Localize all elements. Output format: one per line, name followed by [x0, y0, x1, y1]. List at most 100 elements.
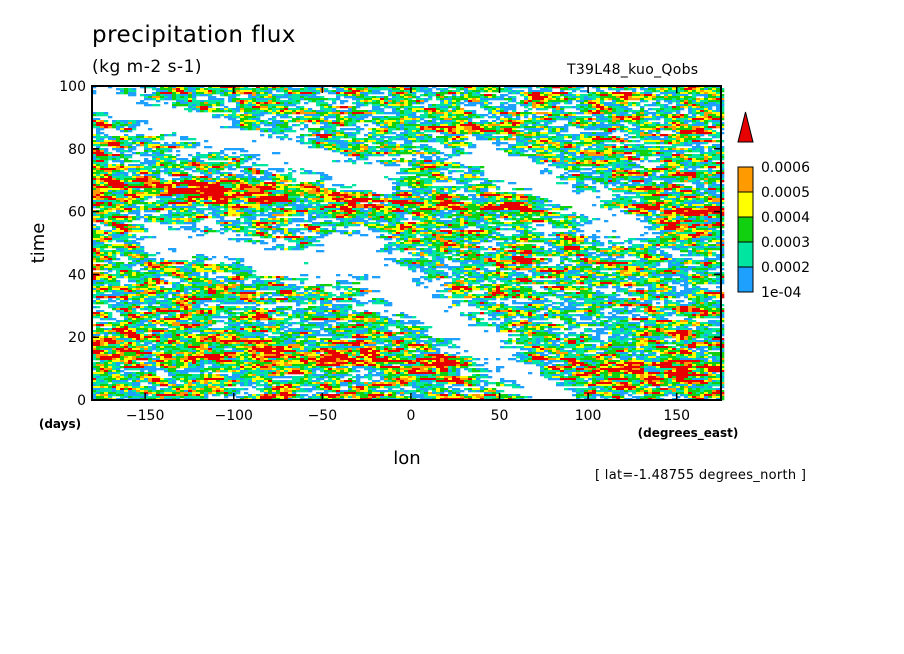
field-cell: [116, 156, 121, 159]
field-cell: [184, 92, 189, 95]
field-cell: [384, 176, 389, 179]
field-cell: [292, 90, 297, 93]
field-cell: [268, 134, 273, 137]
field-cell: [680, 148, 685, 151]
field-cell: [644, 172, 649, 175]
field-cell: [588, 98, 593, 101]
field-cell: [376, 154, 381, 157]
field-cell: [196, 178, 201, 181]
field-cell: [472, 146, 477, 149]
field-cell: [704, 110, 709, 113]
field-cell: [232, 98, 237, 101]
field-cell: [612, 148, 617, 151]
field-cell: [148, 172, 153, 175]
field-cell: [220, 108, 225, 111]
field-cell: [696, 164, 701, 167]
field-cell: [344, 118, 349, 121]
field-cell: [624, 164, 629, 167]
field-cell: [244, 112, 249, 115]
field-cell: [648, 118, 653, 121]
field-cell: [528, 102, 533, 105]
field-cell: [656, 168, 661, 171]
field-cell: [204, 94, 209, 97]
field-cell: [280, 90, 285, 93]
field-cell: [376, 130, 381, 133]
field-cell: [580, 108, 585, 111]
field-cell: [568, 146, 573, 149]
field-cell: [180, 104, 185, 107]
field-cell: [568, 152, 573, 155]
field-cell: [712, 132, 717, 135]
field-cell: [320, 134, 325, 137]
field-cell: [192, 160, 197, 163]
field-cell: [596, 168, 601, 171]
field-cell: [628, 152, 633, 155]
field-cell: [584, 98, 589, 101]
field-cell: [176, 92, 181, 95]
field-cell: [216, 86, 221, 89]
field-cell: [104, 144, 109, 147]
field-cell: [524, 102, 529, 105]
field-cell: [256, 124, 261, 127]
field-cell: [480, 136, 485, 139]
field-cell: [660, 92, 665, 95]
field-cell: [468, 178, 473, 181]
field-cell: [720, 106, 725, 109]
field-cell: [664, 170, 669, 173]
field-cell: [684, 134, 689, 137]
field-cell: [660, 176, 665, 179]
field-cell: [556, 158, 561, 161]
field-cell: [324, 176, 329, 179]
field-cell: [308, 88, 313, 91]
field-cell: [532, 114, 537, 117]
field-cell: [664, 96, 669, 99]
field-cell: [580, 142, 585, 145]
field-cell: [644, 170, 649, 173]
field-cell: [460, 116, 465, 119]
field-cell: [100, 144, 105, 147]
field-cell: [720, 116, 725, 119]
field-cell: [572, 118, 577, 121]
field-cell: [472, 170, 477, 173]
field-cell: [600, 150, 605, 153]
field-cell: [636, 152, 641, 155]
field-cell: [112, 178, 117, 181]
field-cell: [164, 92, 169, 95]
field-cell: [440, 96, 445, 99]
field-cell: [132, 136, 137, 139]
field-cell: [248, 118, 253, 121]
field-cell: [324, 126, 329, 129]
field-cell: [652, 116, 657, 119]
field-cell: [252, 114, 257, 117]
field-cell: [364, 116, 369, 119]
field-cell: [524, 110, 529, 113]
field-cell: [352, 138, 357, 141]
field-cell: [512, 110, 517, 113]
field-cell: [268, 168, 273, 171]
field-cell: [664, 166, 669, 169]
field-cell: [120, 172, 125, 175]
field-cell: [492, 142, 497, 145]
field-cell: [468, 130, 473, 133]
field-cell: [100, 114, 105, 117]
field-cell: [408, 100, 413, 103]
field-cell: [380, 154, 385, 157]
field-cell: [688, 134, 693, 137]
field-cell: [404, 122, 409, 125]
field-cell: [652, 90, 657, 93]
field-cell: [704, 132, 709, 135]
field-cell: [600, 104, 605, 107]
field-cell: [696, 126, 701, 129]
field-cell: [424, 86, 429, 89]
field-cell: [112, 176, 117, 179]
field-cell: [676, 178, 681, 181]
field-cell: [512, 138, 517, 141]
field-cell: [644, 178, 649, 181]
field-cell: [684, 132, 689, 135]
field-cell: [328, 104, 333, 107]
field-cell: [396, 126, 401, 129]
field-cell: [548, 100, 553, 103]
field-cell: [676, 162, 681, 165]
field-cell: [428, 174, 433, 177]
field-cell: [668, 142, 673, 145]
